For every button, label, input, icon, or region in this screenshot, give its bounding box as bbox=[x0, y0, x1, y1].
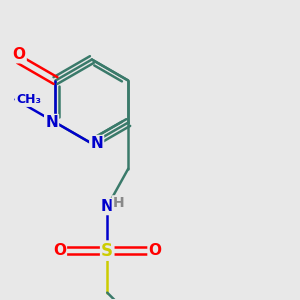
Text: H: H bbox=[113, 196, 124, 210]
Text: O: O bbox=[53, 243, 66, 258]
Text: N: N bbox=[45, 115, 58, 130]
Text: O: O bbox=[13, 47, 26, 62]
Text: O: O bbox=[148, 243, 161, 258]
Text: N: N bbox=[90, 136, 103, 151]
Text: N: N bbox=[101, 199, 114, 214]
Text: S: S bbox=[101, 242, 113, 260]
Text: CH₃: CH₃ bbox=[16, 93, 41, 106]
